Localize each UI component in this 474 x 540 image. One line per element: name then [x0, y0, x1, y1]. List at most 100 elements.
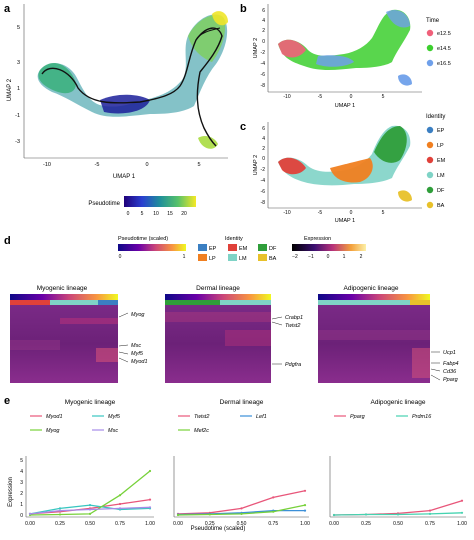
- d-pseudotime-title: Pseudotime (scaled): [118, 236, 168, 242]
- b-legend-swatch: [426, 44, 434, 52]
- c-ytick: 0: [262, 156, 265, 162]
- c-legend-label: EP: [437, 128, 445, 134]
- c-legend-swatch: [426, 171, 434, 179]
- d-identity-label: BA: [269, 256, 277, 262]
- a-cb-tick: 0: [127, 211, 130, 217]
- data-point: [118, 502, 122, 506]
- panel-c-umap: 6 4 2 0 -2 -4 -6 -8 -10 -5 0 5 UMAP 1 UM…: [253, 122, 422, 224]
- d-identity-swatch: [228, 254, 237, 261]
- c-legend-label: DF: [437, 188, 445, 194]
- data-point: [118, 507, 122, 510]
- c-xtick: -10: [283, 210, 290, 216]
- data-point: [208, 513, 211, 516]
- x-tick-label: 1.00: [457, 521, 467, 527]
- data-point: [58, 507, 62, 510]
- legend-label: Pparg: [350, 414, 366, 420]
- a-xtick: 5: [197, 162, 200, 168]
- data-point: [460, 499, 464, 502]
- heatmap-dermal: Dermal lineage Crabp1 Twist2 Pdgfra: [165, 285, 303, 383]
- b-ylabel: UMAP 2: [253, 38, 259, 58]
- heatmap-gene: Myf5: [131, 351, 144, 357]
- legend-label: Prdm16: [412, 414, 432, 420]
- heatmap-gene: Twist2: [285, 323, 300, 329]
- c-xlabel: UMAP 1: [335, 218, 355, 224]
- c-ylabel: UMAP 2: [253, 155, 259, 175]
- data-point: [396, 513, 400, 516]
- d-expr-tick: −2: [292, 254, 298, 260]
- x-tick-label: 0.50: [85, 521, 95, 527]
- c-ytick: -6: [261, 189, 266, 195]
- panel-d-label: d: [4, 235, 11, 247]
- panel-a-colorbar: Pseudotime 0 5 10 15 20: [88, 196, 196, 217]
- data-point: [176, 513, 180, 517]
- c-ytick: 6: [262, 126, 265, 132]
- panel-a-umap: 5 3 1 -1 -3 -10 -5 0 5 UMAP 1 UMAP 2: [7, 4, 228, 180]
- heatmap-gene: Fabp4: [443, 361, 459, 367]
- data-point: [428, 509, 432, 512]
- x-tick-label: 0.00: [329, 521, 339, 527]
- d-identity-title: Identity: [225, 236, 243, 242]
- y-tick-label: 1: [20, 502, 23, 508]
- b-xlabel: UMAP 1: [335, 103, 355, 109]
- a-ytick: 3: [17, 60, 20, 66]
- c-legend-swatch: [426, 186, 434, 194]
- panel-a-label: a: [4, 3, 11, 15]
- data-point: [303, 509, 307, 512]
- data-point: [88, 504, 92, 507]
- line-chart-title: Myogenic lineage: [65, 399, 116, 406]
- legend-label: Myod1: [46, 414, 63, 420]
- line-chart-0: Myogenic lineage Myod1 Myf5 Myog Msc 0.00 0.25…: [20, 399, 155, 527]
- heatmap-myogenic: Myogenic lineage Myog Msc Myf5 Myod1: [10, 285, 148, 383]
- x-tick-label: 0.25: [361, 521, 371, 527]
- heatmap-gene: Myog: [131, 312, 145, 318]
- heatmap-gene: Pdgfra: [285, 362, 301, 368]
- c-xtick: 0: [350, 210, 353, 216]
- heatmap-gene: Pparg: [443, 377, 459, 383]
- line-chart-2: Adipogenic lineage Pparg Prdm16 0.00 0.25 0.5…: [329, 399, 467, 527]
- heatmap-adipogenic: Adipogenic lineage Ucp1 Fabp4 Cd36 Pparg: [318, 285, 459, 383]
- heatmap-title: Dermal lineage: [196, 285, 240, 292]
- d-pseudotime-tick: 1: [183, 254, 186, 260]
- a-ytick: 5: [17, 25, 20, 31]
- panel-b-umap: 6 4 2 0 -2 -4 -6 -8 -10 -5 0 5 UMAP 1 UM…: [253, 4, 422, 109]
- line-chart-1: Dermal lineage Twist2 Lef1 Mef2c 0.00 0.25 0.5…: [173, 399, 310, 527]
- c-ytick: -8: [261, 200, 266, 206]
- data-point: [303, 504, 307, 507]
- legend-label: Myf5: [108, 414, 121, 420]
- a-ytick: -3: [15, 139, 20, 145]
- e-ylabel: Expression: [8, 477, 14, 507]
- c-xtick: -5: [318, 210, 323, 216]
- x-tick-label: 0.75: [268, 521, 278, 527]
- b-xtick: 5: [382, 94, 385, 100]
- legend-label: Myog: [46, 428, 60, 434]
- a-cb-tick: 15: [167, 211, 173, 217]
- c-legend-swatch: [426, 156, 434, 164]
- b-ytick: 6: [262, 8, 265, 14]
- c-legend-label: LP: [437, 143, 444, 149]
- a-xlabel: UMAP 1: [113, 174, 136, 180]
- d-identity-swatch: [258, 254, 267, 261]
- a-xtick: -10: [43, 162, 51, 168]
- data-point: [272, 496, 275, 499]
- x-tick-label: 0.00: [25, 521, 35, 527]
- data-point: [428, 512, 432, 516]
- a-colorbar-label: Pseudotime: [88, 201, 120, 207]
- b-xtick: 0: [350, 94, 353, 100]
- b-ytick: -4: [261, 61, 266, 67]
- data-point: [460, 511, 464, 514]
- data-point: [88, 508, 92, 511]
- b-ytick: -2: [261, 50, 266, 56]
- b-legend-label: e12.5: [437, 31, 451, 37]
- legend-label: Lef1: [256, 414, 267, 420]
- legend-label: Mef2c: [194, 428, 209, 434]
- x-tick-label: 1.00: [300, 521, 310, 527]
- data-point: [58, 509, 62, 512]
- c-legend-title: Identity: [426, 114, 445, 120]
- d-expression-title: Expression: [304, 236, 331, 242]
- c-legend-label: LM: [437, 173, 445, 179]
- heatmap-title: Myogenic lineage: [37, 285, 88, 292]
- b-legend-title: Time: [426, 18, 440, 24]
- d-identity-label: LM: [239, 256, 247, 262]
- heatmap-gene: Crabp1: [285, 315, 303, 321]
